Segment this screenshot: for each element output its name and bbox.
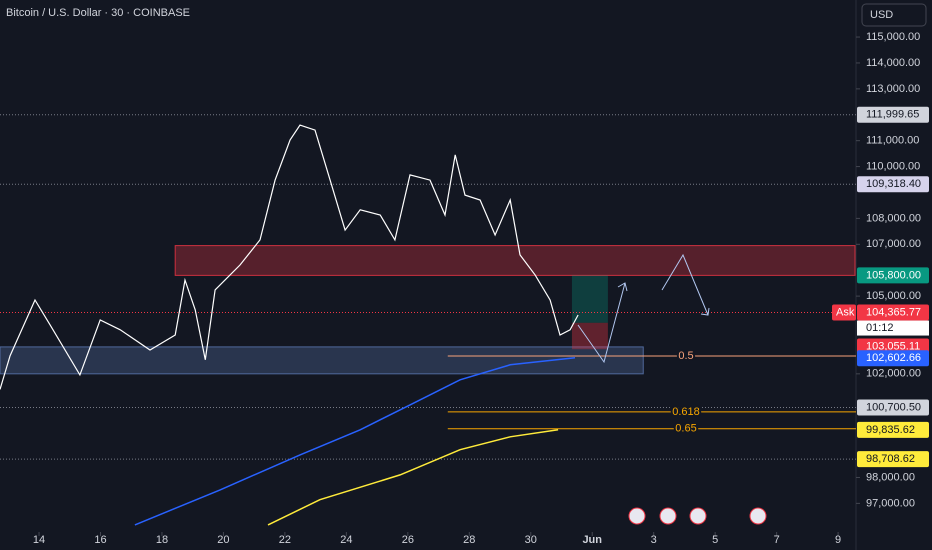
y-tick-label: 114,000.00: [866, 57, 920, 69]
price-label-bg: [857, 421, 929, 438]
x-tick-label: Jun: [582, 534, 602, 546]
x-tick-label: 16: [94, 534, 106, 546]
countdown: 01:12: [866, 322, 894, 334]
price-label: 103,055.11: [866, 340, 920, 352]
price-label: 100,700.50: [866, 401, 921, 413]
price-label-bg: [857, 350, 929, 367]
chart-title: Bitcoin / U.S. Dollar · 30 · COINBASE: [6, 7, 190, 19]
y-tick-label: 108,000.00: [866, 212, 921, 224]
currency-button[interactable]: [861, 3, 927, 27]
event-flags: [628, 507, 767, 525]
x-tick-label: 24: [340, 534, 352, 546]
price-label: 109,318.40: [866, 178, 921, 190]
x-tick-label: 3: [651, 534, 657, 546]
flag[interactable]: [628, 507, 646, 525]
price-label-bg: [857, 451, 929, 468]
countdown-bg: [857, 320, 929, 336]
y-tick-label: 111,000.00: [866, 135, 919, 147]
ask-label: Ask: [836, 306, 855, 318]
price-label-bg: [857, 399, 929, 416]
price-label-bg: [857, 267, 929, 284]
price-label: 98,708.62: [866, 453, 915, 465]
y-tick-label: 97,000.00: [866, 497, 915, 509]
x-tick-label: 26: [402, 534, 414, 546]
y-tick-label: 113,000.00: [866, 83, 920, 95]
price-label: 104,365.77: [866, 306, 921, 318]
y-tick-label: 107,000.00: [866, 238, 921, 250]
y-tick-label: 110,000.00: [866, 160, 920, 172]
x-tick-label: 22: [279, 534, 291, 546]
flag[interactable]: [689, 507, 707, 525]
price-label-bg: [857, 176, 929, 193]
position-target: [571, 275, 608, 323]
zone: [174, 245, 856, 276]
price-label: 99,835.62: [866, 424, 915, 436]
price-label-bg: [857, 304, 929, 321]
series-line: [267, 429, 559, 526]
zone: [0, 346, 644, 375]
series-line: [134, 357, 576, 526]
y-tick-label: 98,000.00: [866, 471, 915, 483]
currency[interactable]: USD: [870, 9, 893, 21]
price-label: 105,800.00: [866, 269, 921, 281]
y-tick-label: 115,000.00: [866, 31, 920, 43]
x-tick-label: 30: [525, 534, 537, 546]
x-tick-label: 18: [156, 534, 168, 546]
x-tick-label: 9: [835, 534, 841, 546]
flag[interactable]: [659, 507, 677, 525]
x-tick-label: 5: [712, 534, 718, 546]
x-tick-label: 7: [774, 534, 780, 546]
fib-label: 0.618: [672, 406, 700, 418]
arrow: [577, 282, 628, 364]
y-tick-label: 102,000.00: [866, 368, 921, 380]
price-label: 102,602.66: [866, 352, 921, 364]
arrow: [661, 253, 710, 316]
x-tick-label: 28: [463, 534, 475, 546]
ask-bg: [832, 304, 856, 321]
fib-label: 0.5: [678, 350, 693, 362]
x-tick-label: 14: [33, 534, 45, 546]
fib-label: 0.65: [675, 423, 696, 435]
series-line: [0, 124, 579, 390]
y-tick-label: 105,000.00: [866, 290, 921, 302]
price-label-bg: [857, 106, 929, 123]
price-label: 111,999.65: [866, 109, 919, 121]
x-tick-label: 20: [217, 534, 229, 546]
position-stop: [571, 322, 608, 350]
flag[interactable]: [749, 507, 767, 525]
